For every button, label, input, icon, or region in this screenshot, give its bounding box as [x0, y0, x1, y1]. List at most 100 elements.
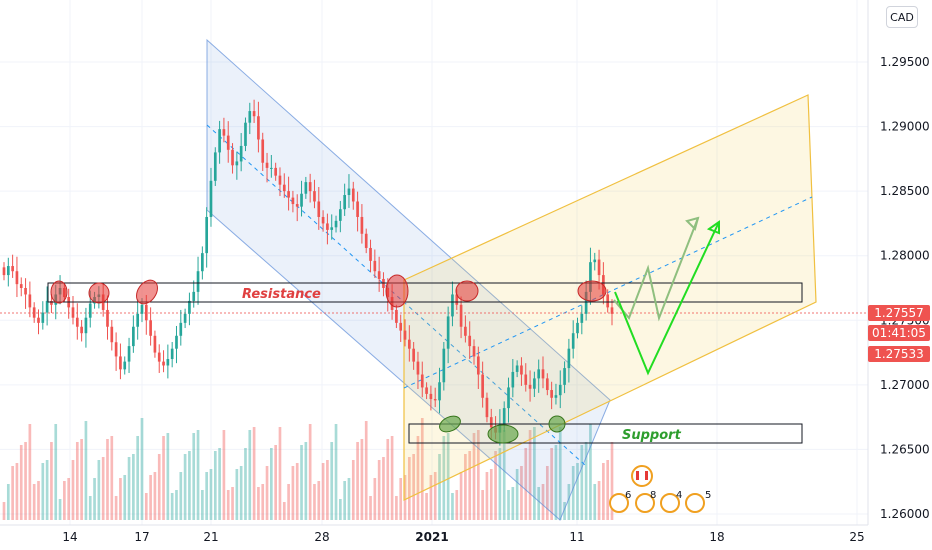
- volume-bar: [412, 454, 415, 520]
- volume-bar: [481, 490, 484, 520]
- volume-bar: [386, 439, 390, 520]
- volume-bar: [416, 436, 420, 520]
- candle-body: [589, 262, 592, 292]
- candle-body: [528, 384, 532, 389]
- volume-bar: [222, 430, 226, 520]
- volume-bar: [175, 490, 178, 520]
- volume-bar: [326, 460, 329, 520]
- volume-bar: [597, 481, 601, 520]
- candle-body: [347, 188, 351, 196]
- volume-bar: [11, 466, 14, 520]
- volume-bar: [170, 493, 174, 520]
- event-flag-us-4[interactable]: [685, 493, 705, 513]
- candle-body: [248, 111, 252, 123]
- currency-badge[interactable]: CAD: [886, 6, 918, 28]
- candle-body: [110, 326, 114, 343]
- candle-body: [50, 300, 53, 305]
- y-axis[interactable]: 1.295001.290001.285001.280001.275001.270…: [867, 0, 930, 525]
- resistance-zone[interactable]: [47, 282, 803, 303]
- volume-bar: [472, 433, 476, 520]
- x-tick-label: 2021: [415, 530, 448, 544]
- volume-bar: [144, 493, 148, 520]
- volume-bar: [476, 430, 480, 520]
- candle-body: [153, 335, 157, 353]
- volume-bar: [360, 439, 364, 520]
- grid: [0, 0, 868, 525]
- candle-body: [511, 371, 515, 388]
- volume-bar: [257, 487, 260, 520]
- ascending-channel: [403, 94, 817, 501]
- volume-bar: [567, 484, 571, 520]
- candle-body: [136, 313, 140, 327]
- volume-bar: [429, 475, 433, 520]
- event-flag-us-1[interactable]: [609, 493, 629, 513]
- volume-bar: [127, 457, 131, 520]
- x-axis[interactable]: 14 17 21 28 2021 11 18 25: [0, 524, 868, 544]
- volume-bar: [373, 478, 377, 520]
- candle-body: [295, 204, 299, 207]
- candle-body: [442, 348, 446, 383]
- volume-bar: [485, 472, 489, 520]
- volume-bar: [84, 421, 88, 520]
- candle-body: [464, 326, 467, 336]
- candle-body: [364, 233, 368, 248]
- candle-body: [520, 365, 523, 375]
- candle-body: [175, 335, 178, 349]
- candle-body: [300, 193, 303, 207]
- event-markers: 6 8 4 5: [609, 465, 711, 513]
- x-tick-label: 21: [203, 530, 218, 544]
- volume-bar: [511, 487, 515, 520]
- volume-bar: [54, 424, 58, 520]
- candle-body: [407, 339, 411, 349]
- projection-arrowhead-1: [685, 216, 700, 231]
- volume-bar: [196, 430, 200, 520]
- countdown-tag: 01:41:05: [868, 325, 930, 341]
- volume-bar: [584, 442, 588, 520]
- candles: [2, 99, 614, 446]
- x-tick-label: 11: [569, 530, 584, 544]
- candle-body: [576, 322, 579, 334]
- volume-bar: [218, 448, 221, 520]
- volume-bar: [589, 424, 592, 520]
- volume-bar: [282, 502, 286, 520]
- bid-price-tag: 1.27533: [868, 346, 930, 362]
- volume-bar: [192, 433, 196, 520]
- candle-body: [213, 152, 217, 181]
- volume-bar: [308, 424, 312, 520]
- candle-body: [356, 201, 359, 217]
- resistance-touch-3: [136, 279, 158, 305]
- volume-bar: [119, 478, 122, 520]
- candle-body: [476, 356, 480, 375]
- volume-bar: [433, 472, 437, 520]
- candle-body: [274, 167, 277, 176]
- volume-bar: [50, 442, 53, 520]
- candle-body: [429, 393, 433, 400]
- candle-body: [162, 361, 165, 366]
- event-count-2: 8: [650, 490, 656, 501]
- volume-bar: [571, 466, 575, 520]
- drawings-back: [0, 38, 868, 521]
- support-zone[interactable]: [408, 423, 803, 444]
- volume-bar: [67, 478, 71, 520]
- support-label: Support: [622, 428, 682, 443]
- candle-body: [114, 342, 118, 357]
- candle-body: [425, 387, 428, 394]
- volume-bar: [576, 463, 579, 520]
- candle-body: [166, 359, 170, 366]
- candle-body: [567, 348, 571, 369]
- candle-body: [610, 307, 614, 314]
- candle-body: [339, 209, 342, 221]
- canada-flag-icon-center: [639, 471, 645, 480]
- support-touch-2: [487, 424, 519, 444]
- volume-bar: [114, 496, 118, 520]
- volume-bar: [442, 436, 446, 520]
- candle-body: [369, 247, 372, 261]
- event-flag-us-3[interactable]: [660, 493, 680, 513]
- support-touch-3: [548, 415, 566, 433]
- volume-bar: [101, 457, 105, 520]
- volume-bar: [6, 484, 10, 520]
- volume-bar: [468, 451, 472, 520]
- event-flag-us-2[interactable]: [635, 493, 655, 513]
- candle-body: [80, 326, 83, 334]
